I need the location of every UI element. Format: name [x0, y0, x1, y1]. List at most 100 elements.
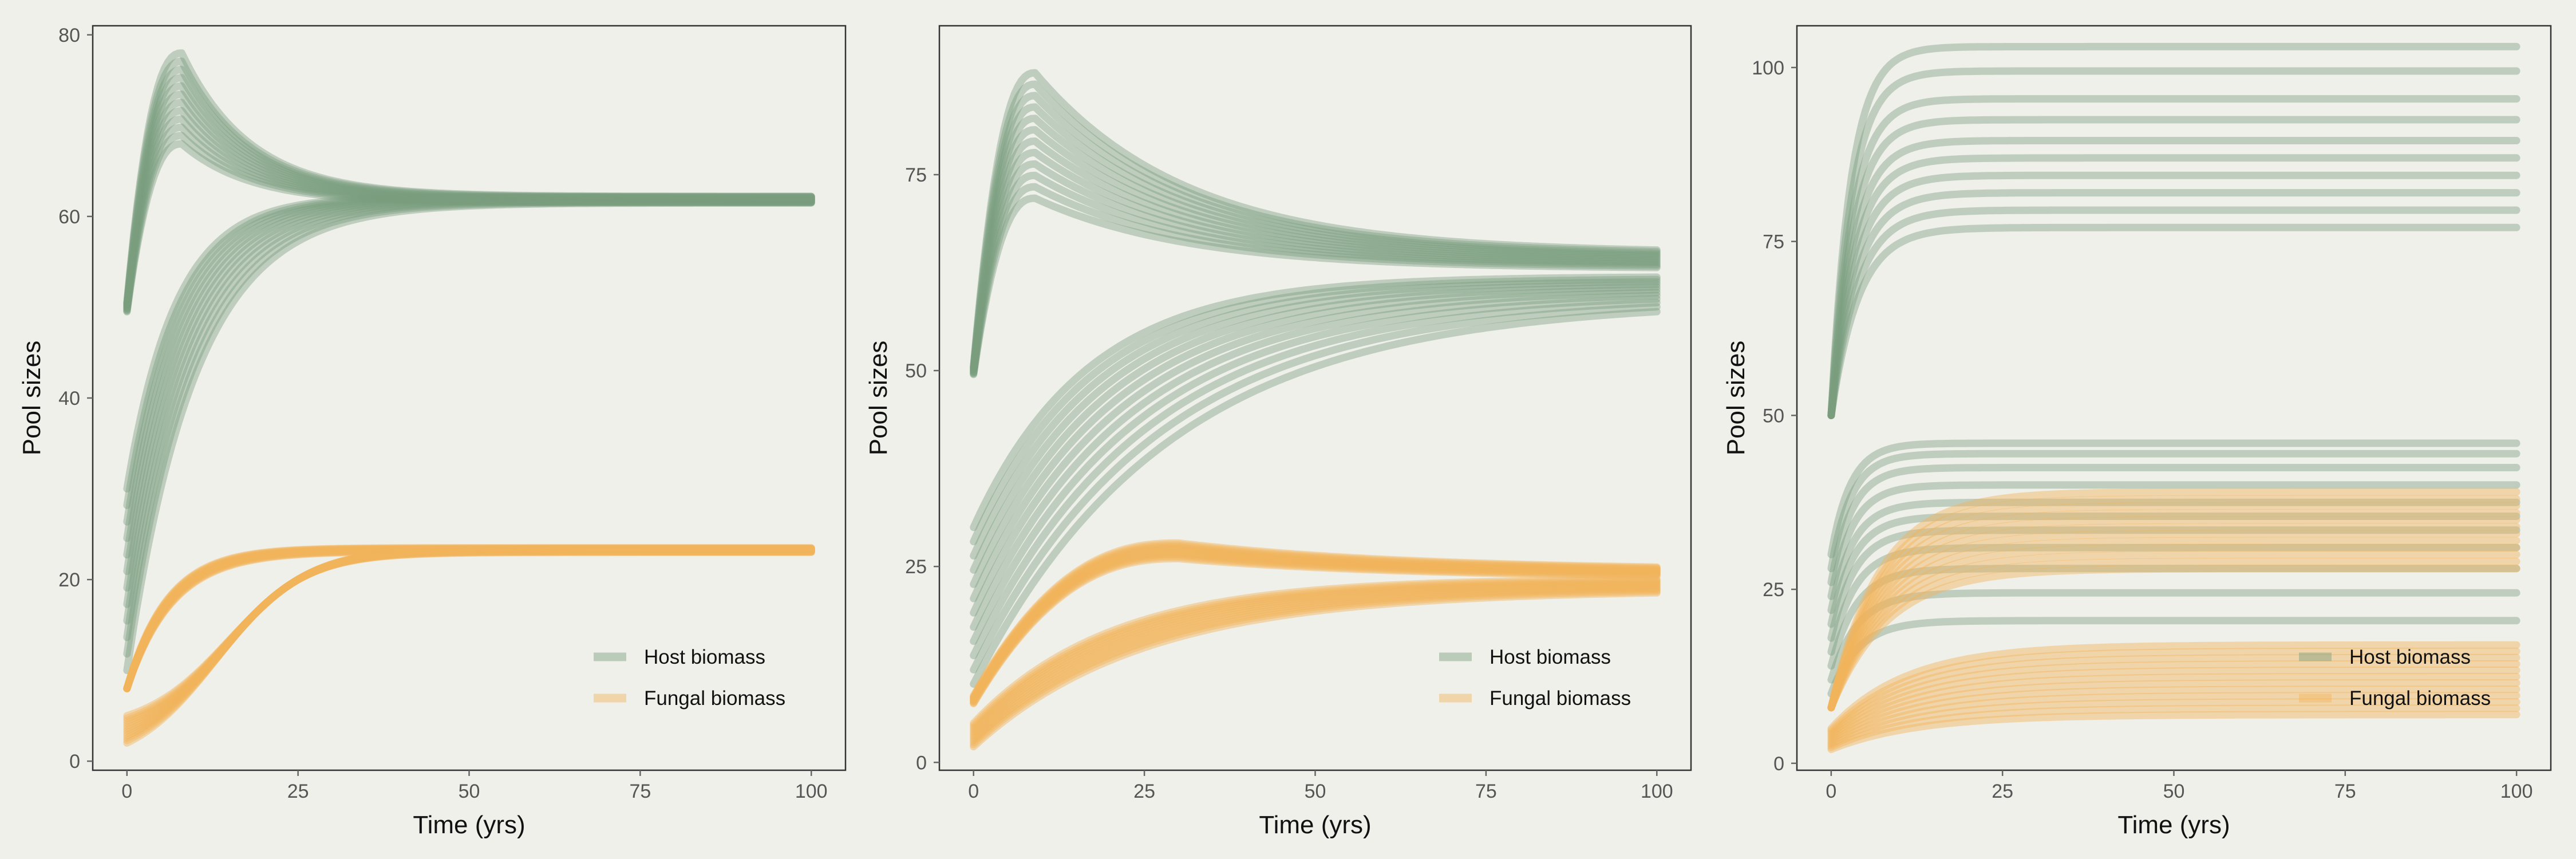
series-line-fungal-4-10	[970, 578, 1661, 731]
series-line-host-2-7	[123, 195, 815, 576]
series-line-fungal-4-9	[123, 546, 815, 727]
series-line-fungal-4-5	[970, 584, 1661, 742]
series-line-fungal-4-6	[1827, 679, 2520, 744]
series-line-host-1-12	[123, 49, 815, 306]
series-line-host-2-2	[123, 198, 815, 658]
series-group	[970, 69, 1661, 751]
series-line-fungal-4-10	[1827, 653, 2520, 736]
series-line-fungal-3-5	[123, 546, 815, 692]
series-line-host-2-1	[123, 199, 815, 675]
series-line-fungal-3-3	[123, 547, 815, 692]
x-tick-label: 50	[1305, 781, 1326, 802]
series-line-fungal-4-2	[1827, 704, 2520, 751]
series-line-host-2-11	[123, 193, 815, 509]
y-tick-label: 40	[58, 388, 80, 409]
series-line-host-1-11	[970, 80, 1661, 371]
series-line-host-2-10	[123, 194, 815, 526]
series-line-fungal-4-9	[970, 579, 1661, 734]
series-line-fungal-4-5	[1827, 685, 2520, 746]
series-line-host-2-8	[970, 283, 1661, 588]
series-line-fungal-3-10	[970, 542, 1661, 701]
series-line-fungal-4-7	[123, 546, 815, 732]
series-line-fungal-4-9	[1827, 660, 2520, 738]
x-tick-label: 50	[459, 781, 480, 802]
legend-label-host: Host biomass	[2349, 646, 2471, 668]
x-tick-label: 0	[121, 781, 132, 802]
y-tick-label: 20	[58, 569, 80, 591]
series-line-host-2-2	[1827, 589, 2520, 684]
series-line-fungal-3-11	[970, 541, 1661, 700]
series-line-fungal-3-12	[970, 539, 1661, 700]
series-line-fungal-4-12	[123, 545, 815, 720]
x-tick-label: 0	[968, 781, 979, 802]
series-line-fungal-3-4	[970, 550, 1661, 706]
legend-label-host: Host biomass	[1490, 646, 1611, 668]
x-axis-title: Time (yrs)	[1259, 811, 1371, 839]
series-line-fungal-4-12	[970, 575, 1661, 727]
series-line-host-1-4	[123, 115, 815, 313]
series-line-host-2-10	[970, 278, 1661, 560]
series-line-host-2-6	[123, 196, 815, 592]
series-line-host-2-11	[970, 275, 1661, 546]
series-line-host-1-1	[1827, 223, 2520, 419]
series-line-host-1-4	[970, 160, 1661, 376]
series-line-host-1-8	[123, 82, 815, 310]
x-tick-label: 75	[629, 781, 651, 802]
x-tick-label: 25	[287, 781, 309, 802]
legend-label-fungal: Fungal biomass	[644, 687, 785, 710]
series-line-host-2-3	[123, 198, 815, 641]
x-tick-label: 25	[1992, 781, 2013, 802]
series-group	[1827, 42, 2520, 754]
series-line-fungal-4-12	[1827, 641, 2520, 732]
series-line-fungal-4-3	[970, 586, 1661, 746]
chart-panel-1: 0 25 50 75 100 0 20 40 60 80 Time (yrs) Pool sizes H…	[18, 25, 847, 839]
series-line-host-1-6	[970, 137, 1661, 375]
series-line-fungal-4-11	[123, 545, 815, 722]
series-line-host-1-4	[1827, 171, 2520, 419]
series-line-fungal-4-11	[1827, 647, 2520, 734]
series-line-fungal-3-12	[123, 544, 815, 692]
series-line-host-1-9	[1827, 67, 2520, 419]
series-line-host-2-3	[1827, 565, 2520, 670]
series-line-host-1-8	[970, 115, 1661, 373]
x-tick-label: 100	[2500, 781, 2533, 802]
series-line-host-1-1	[123, 140, 815, 316]
series-line-fungal-4-6	[970, 582, 1661, 740]
y-tick-label: 50	[905, 360, 927, 382]
series-line-host-1-9	[970, 103, 1661, 373]
series-line-host-1-7	[123, 90, 815, 311]
x-tick-label: 50	[2163, 781, 2185, 802]
series-line-fungal-3-4	[1827, 543, 2520, 712]
series-line-fungal-3-7	[970, 546, 1661, 703]
series-line-host-2-5	[123, 196, 815, 608]
series-line-host-2-7	[1827, 498, 2520, 614]
series-line-fungal-4-8	[123, 546, 815, 730]
series-line-fungal-3-8	[1827, 516, 2520, 712]
series-line-host-1-2	[1827, 206, 2520, 419]
series-line-fungal-3-9	[970, 543, 1661, 702]
y-tick-label: 25	[905, 556, 927, 578]
series-line-fungal-3-1	[970, 555, 1661, 708]
y-tick-label: 50	[1763, 405, 1784, 427]
series-line-host-2-4	[1827, 543, 2520, 656]
legend-label-host: Host biomass	[644, 646, 765, 668]
series-line-fungal-3-2	[1827, 558, 2520, 712]
series-line-host-2-6	[970, 289, 1661, 617]
series-line-host-1-10	[1827, 42, 2520, 419]
series-line-host-2-7	[970, 286, 1661, 602]
series-line-fungal-3-6	[970, 547, 1661, 704]
series-line-fungal-3-1	[123, 547, 815, 692]
series-line-fungal-3-3	[1827, 550, 2520, 712]
series-line-fungal-3-3	[970, 552, 1661, 706]
legend: Host biomass Fungal biomass	[1439, 646, 1631, 710]
series-line-host-1-10	[970, 92, 1661, 372]
series-line-host-1-5	[970, 148, 1661, 376]
series-line-host-2-3	[970, 299, 1661, 660]
x-tick-label: 0	[1826, 781, 1836, 802]
series-line-fungal-4-1	[970, 589, 1661, 751]
legend-label-fungal: Fungal biomass	[2349, 687, 2491, 710]
series-line-host-1-7	[1827, 116, 2520, 419]
y-tick-label: 0	[916, 752, 927, 774]
